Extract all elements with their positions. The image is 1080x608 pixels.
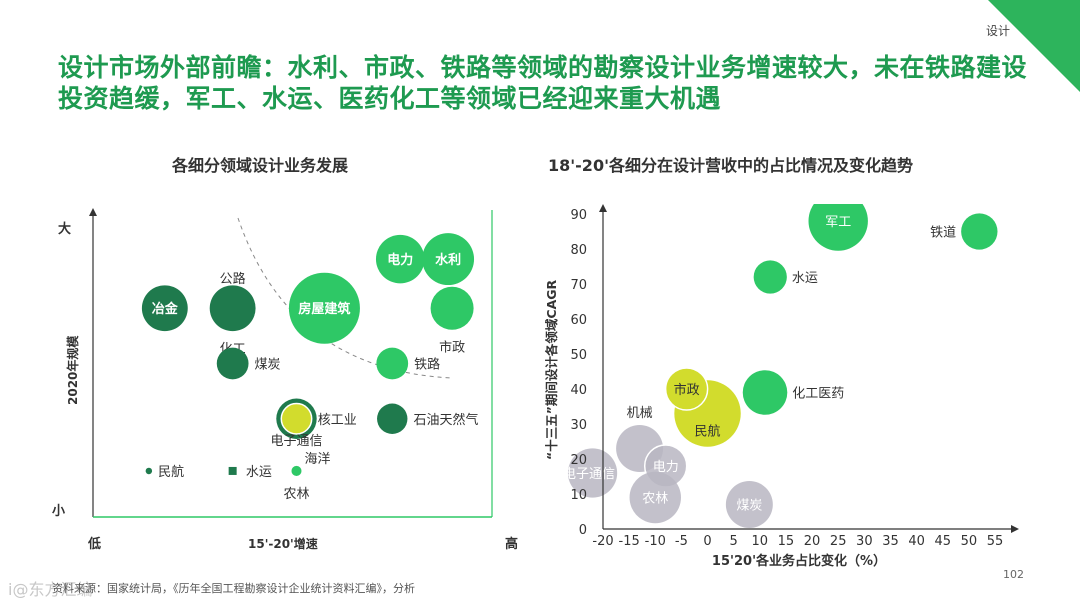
x-high-label: 高 <box>505 536 518 552</box>
label-化工医药: 化工医药 <box>792 387 844 402</box>
x-tick-5: 5 <box>730 534 738 549</box>
corner-label: 设计 <box>985 24 1010 38</box>
label-房屋建筑: 房屋建筑 <box>298 301 350 317</box>
bubble-市政 <box>664 367 709 411</box>
label-电力: 电力 <box>653 460 679 475</box>
right-bubbles-group <box>567 204 998 528</box>
label-农林: 农林 <box>642 492 668 507</box>
left-chart-title: 各细分领域设计业务发展 <box>172 156 349 175</box>
x-tick--5: -5 <box>675 534 688 549</box>
y-tick-60: 60 <box>570 313 587 328</box>
bubble-铁道 <box>961 213 998 250</box>
label-核工业: 核工业 <box>318 413 357 428</box>
label-海洋: 海洋 <box>304 452 330 467</box>
y-low-label: 小 <box>52 504 65 519</box>
x-tick-25: 25 <box>830 534 847 549</box>
bubble-市政 <box>430 286 474 330</box>
page-title: 设计市场外部前瞻：水利、市政、铁路等领域的勘察设计业务增速较大，未在铁路建设投资… <box>58 53 1028 113</box>
bubble-化工医药 <box>742 370 788 415</box>
watermark: i@东方汇编 <box>8 580 93 599</box>
x-tick-45: 45 <box>934 534 951 549</box>
label-农林: 农林 <box>283 487 309 502</box>
left-x-axis-title: 15'-20'增速 <box>248 536 318 551</box>
bubble-房屋建筑 <box>288 272 360 344</box>
right-y-axis-title: “十三五”期间设计各领域CAGR <box>544 279 559 460</box>
label-民航: 民航 <box>695 424 721 440</box>
y-tick-10: 10 <box>570 488 587 503</box>
label-水运: 水运 <box>792 271 818 286</box>
right-y-axis-arrow <box>599 204 607 212</box>
right-x-axis-title: 15'20'各业务占比变化（%） <box>712 553 886 569</box>
bubble-水运 <box>228 466 237 475</box>
bubble-冶金 <box>141 285 188 332</box>
bubble-铁路 <box>376 347 409 380</box>
label-煤炭: 煤炭 <box>736 499 762 514</box>
label-铁路: 铁路 <box>414 357 440 373</box>
x-tick-30: 30 <box>856 534 873 549</box>
y-high-label: 大 <box>58 221 71 237</box>
label-公路: 公路 <box>220 271 246 287</box>
left-y-axis-title: 2020年规模 <box>65 335 80 405</box>
label-冶金: 冶金 <box>152 301 179 317</box>
bubble-水利 <box>422 233 475 286</box>
y-tick-80: 80 <box>570 243 587 258</box>
x-tick--15: -15 <box>619 534 640 549</box>
label-电力: 电力 <box>387 252 413 268</box>
x-tick-10: 10 <box>752 534 769 549</box>
bubble-化工 <box>209 285 256 332</box>
label-民航: 民航 <box>158 464 184 480</box>
bubble-民航 <box>145 467 153 475</box>
bubble-核工业 <box>280 402 313 435</box>
label-煤炭: 煤炭 <box>255 358 281 373</box>
y-tick-50: 50 <box>570 348 587 363</box>
right-x-axis-arrow <box>1011 525 1019 533</box>
page-number: 102 <box>1003 568 1024 581</box>
label-市政: 市政 <box>439 340 465 356</box>
bubble-水运 <box>753 260 787 294</box>
x-tick--20: -20 <box>592 534 613 549</box>
y-tick-0: 0 <box>579 523 587 538</box>
bubble-海洋 <box>291 465 302 476</box>
x-tick--10: -10 <box>645 534 666 549</box>
bubble-煤炭 <box>216 347 249 380</box>
bubble-石油天然气 <box>377 403 408 434</box>
x-tick-20: 20 <box>804 534 821 549</box>
x-low-label: 低 <box>87 536 101 552</box>
bubble-电子通信 <box>567 448 618 498</box>
x-tick-15: 15 <box>778 534 795 549</box>
label-铁道: 铁道 <box>930 226 956 241</box>
y-tick-90: 90 <box>570 208 587 223</box>
label-水运: 水运 <box>246 465 272 480</box>
bubble-电力 <box>375 234 425 284</box>
bubble-农林 <box>629 471 681 524</box>
left-y-axis-arrow <box>89 208 97 216</box>
y-tick-20: 20 <box>570 453 587 468</box>
label-市政: 市政 <box>674 382 700 398</box>
x-tick-55: 55 <box>987 534 1004 549</box>
y-tick-70: 70 <box>570 278 587 293</box>
y-tick-40: 40 <box>570 383 587 398</box>
x-tick-50: 50 <box>961 534 978 549</box>
corner-accent <box>988 0 1080 92</box>
bubble-军工 <box>808 204 868 251</box>
right-chart-title: 18'-20'各细分在设计营收中的占比情况及变化趋势 <box>548 156 913 175</box>
label-电子通信: 电子通信 <box>270 434 322 449</box>
label-电子通信: 电子通信 <box>563 467 615 482</box>
x-tick-0: 0 <box>703 534 711 549</box>
label-石油天然气: 石油天然气 <box>413 412 478 428</box>
label-机械: 机械 <box>627 406 653 421</box>
y-tick-30: 30 <box>570 418 587 433</box>
label-水利: 水利 <box>435 252 461 268</box>
x-tick-35: 35 <box>882 534 899 549</box>
x-tick-40: 40 <box>908 534 925 549</box>
label-军工: 军工 <box>825 215 851 230</box>
source-footnote: 资料来源：国家统计局，《历年全国工程勘察设计企业统计资料汇编》，分析 <box>52 582 415 595</box>
bubble-煤炭 <box>725 481 773 528</box>
